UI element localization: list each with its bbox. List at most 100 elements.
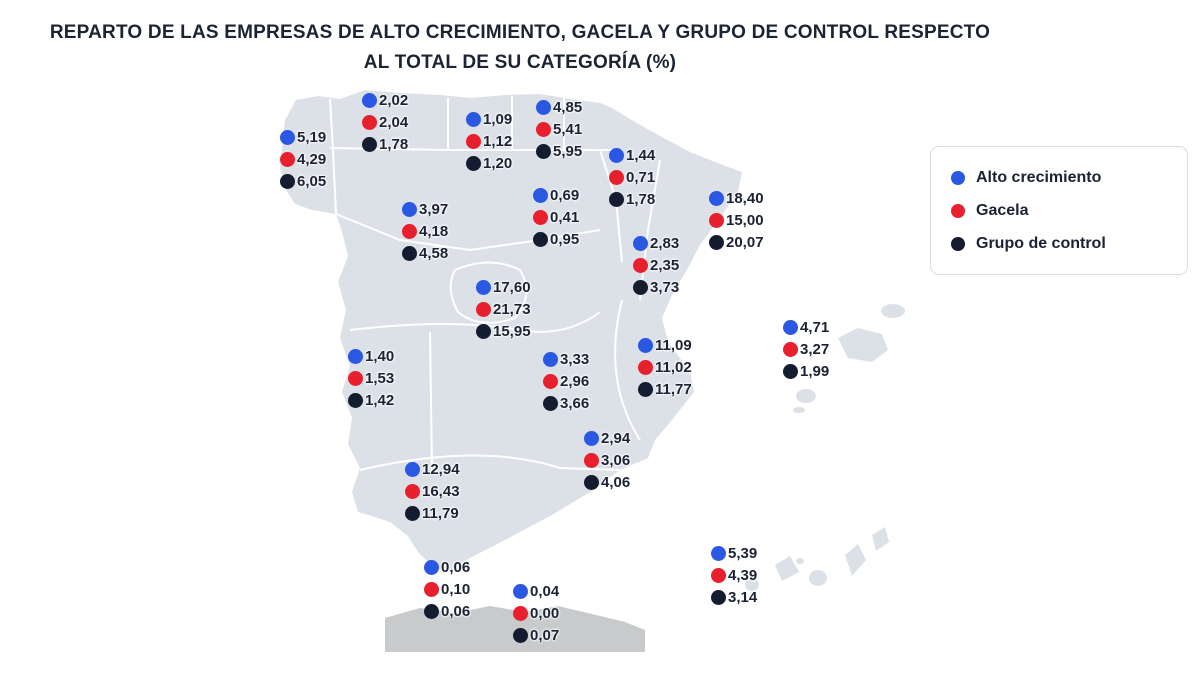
gacela-value: 21,73 bbox=[493, 300, 531, 318]
gacela-dot bbox=[783, 341, 798, 357]
marker-row: 1,78 bbox=[609, 188, 655, 210]
alto-dot bbox=[709, 190, 724, 206]
marker-row: 11,77 bbox=[638, 378, 692, 400]
marker-row: 1,53 bbox=[348, 367, 394, 389]
marker-group: 2,83 2,35 3,73 bbox=[633, 232, 679, 298]
gacela-dot bbox=[424, 581, 439, 597]
chart-title-line1: REPARTO DE LAS EMPRESAS DE ALTO CRECIMIE… bbox=[49, 22, 991, 43]
control-dot bbox=[513, 627, 528, 643]
marker-group: 4,85 5,41 5,95 bbox=[536, 96, 582, 162]
gacela-value: 11,02 bbox=[655, 358, 692, 376]
region-borders bbox=[329, 94, 661, 471]
marker-row: 5,19 bbox=[280, 126, 326, 148]
control-value: 1,78 bbox=[626, 190, 656, 208]
gacela-dot bbox=[609, 169, 624, 185]
marker-row: 5,95 bbox=[536, 140, 582, 162]
gacela-dot bbox=[513, 605, 528, 621]
control-value: 1,20 bbox=[483, 154, 513, 172]
marker-row: 0,69 bbox=[533, 184, 579, 206]
marker-row: 0,95 bbox=[533, 228, 579, 250]
gacela-dot bbox=[543, 373, 558, 389]
marker-row: 1,44 bbox=[609, 144, 655, 166]
legend-label: Alto crecimiento bbox=[976, 168, 1102, 186]
gacela-value: 5,41 bbox=[553, 120, 583, 138]
marker-row: 2,96 bbox=[543, 370, 589, 392]
legend-item-alto-crecimiento: Alto crecimiento bbox=[951, 161, 1167, 194]
control-value: 4,58 bbox=[419, 244, 449, 262]
alto-dot bbox=[711, 545, 726, 561]
alto-value: 1,44 bbox=[626, 146, 656, 164]
alto-crecimiento-legend-dot bbox=[951, 170, 965, 185]
alto-dot bbox=[402, 201, 417, 217]
control-value: 1,99 bbox=[800, 362, 830, 380]
alto-dot bbox=[633, 235, 648, 251]
alto-value: 3,97 bbox=[419, 200, 449, 218]
marker-group: 1,40 1,53 1,42 bbox=[348, 345, 394, 411]
marker-group: 5,19 4,29 6,05 bbox=[280, 126, 326, 192]
gacela-dot bbox=[348, 370, 363, 386]
marker-row: 3,27 bbox=[783, 338, 829, 360]
marker-row: 0,10 bbox=[424, 578, 470, 600]
marker-group: 5,39 4,39 3,14 bbox=[711, 542, 757, 608]
marker-row: 3,73 bbox=[633, 276, 679, 298]
alto-dot bbox=[543, 351, 558, 367]
alto-dot bbox=[584, 430, 599, 446]
marker-row: 4,18 bbox=[402, 220, 448, 242]
control-dot bbox=[711, 589, 726, 605]
control-dot bbox=[709, 234, 724, 250]
alto-value: 17,60 bbox=[493, 278, 531, 296]
control-value: 1,78 bbox=[379, 135, 409, 153]
marker-row: 12,94 bbox=[405, 458, 460, 480]
gacela-dot bbox=[405, 483, 420, 499]
marker-row: 4,06 bbox=[584, 471, 630, 493]
control-dot bbox=[638, 381, 653, 397]
control-value: 11,79 bbox=[422, 504, 459, 522]
marker-row: 2,94 bbox=[584, 427, 630, 449]
control-value: 3,14 bbox=[728, 588, 758, 606]
gacela-value: 0,71 bbox=[626, 168, 656, 186]
control-value: 5,95 bbox=[553, 142, 583, 160]
marker-row: 11,02 bbox=[638, 356, 692, 378]
marker-row: 0,04 bbox=[513, 580, 559, 602]
marker-row: 1,78 bbox=[362, 133, 408, 155]
balearic-islands-shape bbox=[793, 304, 905, 413]
marker-row: 1,40 bbox=[348, 345, 394, 367]
marker-group: 0,04 0,00 0,07 bbox=[513, 580, 559, 646]
marker-row: 11,09 bbox=[638, 334, 692, 356]
control-dot bbox=[543, 395, 558, 411]
gacela-value: 0,10 bbox=[441, 580, 471, 598]
legend: Alto crecimiento Gacela Grupo de control bbox=[930, 146, 1188, 275]
gacela-dot bbox=[280, 151, 295, 167]
alto-dot bbox=[424, 559, 439, 575]
marker-group: 11,09 11,02 11,77 bbox=[638, 334, 692, 400]
control-dot bbox=[536, 143, 551, 159]
alto-dot bbox=[476, 279, 491, 295]
marker-row: 4,58 bbox=[402, 242, 448, 264]
control-dot bbox=[609, 191, 624, 207]
alto-dot bbox=[348, 348, 363, 364]
alto-value: 2,94 bbox=[601, 429, 631, 447]
marker-row: 1,20 bbox=[466, 152, 512, 174]
control-dot bbox=[533, 231, 548, 247]
alto-value: 2,02 bbox=[379, 91, 409, 109]
gacela-dot bbox=[466, 133, 481, 149]
marker-group: 12,94 16,43 11,79 bbox=[405, 458, 460, 524]
marker-row: 2,35 bbox=[633, 254, 679, 276]
control-value: 6,05 bbox=[297, 172, 327, 190]
marker-row: 0,71 bbox=[609, 166, 655, 188]
marker-row: 0,41 bbox=[533, 206, 579, 228]
gacela-dot bbox=[476, 301, 491, 317]
marker-row: 17,60 bbox=[476, 276, 531, 298]
gacela-dot bbox=[402, 223, 417, 239]
marker-row: 4,29 bbox=[280, 148, 326, 170]
marker-group: 1,44 0,71 1,78 bbox=[609, 144, 655, 210]
marker-row: 15,95 bbox=[476, 320, 531, 342]
gacela-dot bbox=[536, 121, 551, 137]
marker-row: 3,06 bbox=[584, 449, 630, 471]
control-dot bbox=[405, 505, 420, 521]
control-dot bbox=[402, 245, 417, 261]
gacela-dot bbox=[633, 257, 648, 273]
marker-group: 4,71 3,27 1,99 bbox=[783, 316, 829, 382]
alto-value: 0,04 bbox=[530, 582, 560, 600]
